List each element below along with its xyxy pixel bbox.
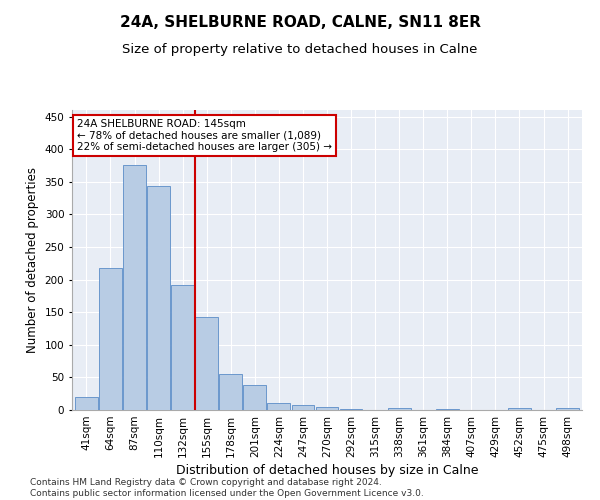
- Bar: [556, 408, 579, 410]
- Bar: [220, 374, 242, 410]
- Text: 24A, SHELBURNE ROAD, CALNE, SN11 8ER: 24A, SHELBURNE ROAD, CALNE, SN11 8ER: [119, 15, 481, 30]
- Bar: [292, 405, 314, 410]
- Text: Size of property relative to detached houses in Calne: Size of property relative to detached ho…: [122, 42, 478, 56]
- Bar: [340, 408, 362, 410]
- Bar: [99, 268, 122, 410]
- Bar: [244, 385, 266, 410]
- Bar: [508, 408, 531, 410]
- Text: 24A SHELBURNE ROAD: 145sqm
← 78% of detached houses are smaller (1,089)
22% of s: 24A SHELBURNE ROAD: 145sqm ← 78% of deta…: [77, 119, 332, 152]
- Bar: [171, 285, 194, 410]
- Bar: [268, 403, 290, 410]
- Bar: [75, 397, 98, 410]
- Bar: [388, 408, 410, 410]
- Bar: [195, 318, 218, 410]
- Text: Contains HM Land Registry data © Crown copyright and database right 2024.
Contai: Contains HM Land Registry data © Crown c…: [30, 478, 424, 498]
- Bar: [123, 166, 146, 410]
- Bar: [147, 186, 170, 410]
- Bar: [316, 406, 338, 410]
- Bar: [436, 408, 459, 410]
- Y-axis label: Number of detached properties: Number of detached properties: [26, 167, 39, 353]
- X-axis label: Distribution of detached houses by size in Calne: Distribution of detached houses by size …: [176, 464, 478, 477]
